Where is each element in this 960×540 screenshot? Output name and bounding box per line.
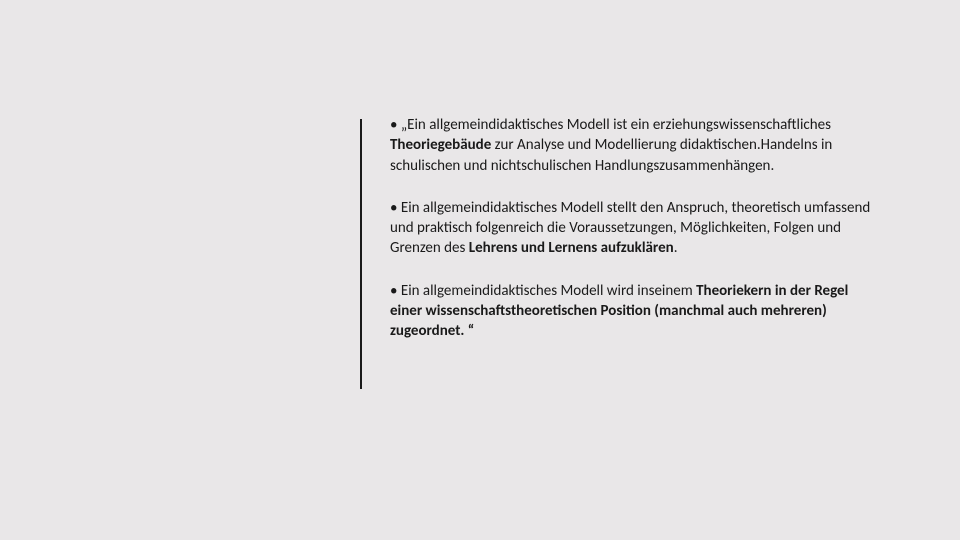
bullet-item: • Ein allgemeindidaktisches Modell stell… bbox=[390, 198, 880, 259]
divider-bar bbox=[360, 119, 362, 389]
bullet-item: • Ein allgemeindidaktisches Modell wird … bbox=[390, 281, 880, 342]
text-run: Lehrens und Lernens aufzuklären bbox=[469, 239, 674, 257]
text-run: . bbox=[674, 239, 678, 257]
bullet-list: • „Ein allgemeindidaktisches Modell ist … bbox=[390, 115, 880, 389]
bullet-item: • „Ein allgemeindidaktisches Modell ist … bbox=[390, 115, 880, 176]
text-run: „Ein allgemeindidaktisches Modell ist ei… bbox=[401, 116, 831, 134]
slide: • „Ein allgemeindidaktisches Modell ist … bbox=[0, 0, 960, 540]
bullet-dot: • bbox=[390, 199, 401, 217]
bullet-dot: • bbox=[390, 282, 401, 300]
bullet-dot: • bbox=[390, 116, 401, 134]
content-area: • „Ein allgemeindidaktisches Modell ist … bbox=[360, 115, 880, 389]
text-run: Theoriegebäude bbox=[390, 136, 495, 154]
text-run: Ein allgemeindidaktisches Modell wird in… bbox=[401, 282, 696, 300]
